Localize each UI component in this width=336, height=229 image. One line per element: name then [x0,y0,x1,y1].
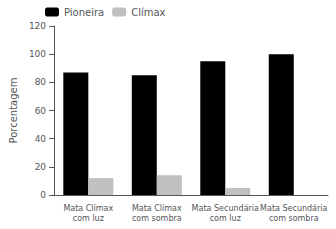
svg-text:20: 20 [35,162,47,172]
svg-text:Porcentagem: Porcentagem [8,78,19,144]
svg-text:40: 40 [35,134,47,144]
svg-text:120: 120 [29,21,46,31]
svg-text:Mata Secundária: Mata Secundária [192,204,259,213]
svg-text:com sombra: com sombra [269,214,319,223]
svg-text:60: 60 [35,106,47,116]
svg-text:Mata Clímax: Mata Clímax [63,204,113,213]
svg-text:Clímax: Clímax [131,7,165,18]
svg-text:Mata Secundária: Mata Secundária [260,204,327,213]
svg-text:80: 80 [35,77,47,87]
svg-text:0: 0 [40,190,46,200]
svg-text:com luz: com luz [73,214,104,223]
svg-text:com sombra: com sombra [132,214,182,223]
svg-text:Pioneira: Pioneira [64,7,104,18]
svg-text:com luz: com luz [210,214,241,223]
svg-text:Mata Clímax: Mata Clímax [132,204,182,213]
svg-text:100: 100 [29,49,46,59]
